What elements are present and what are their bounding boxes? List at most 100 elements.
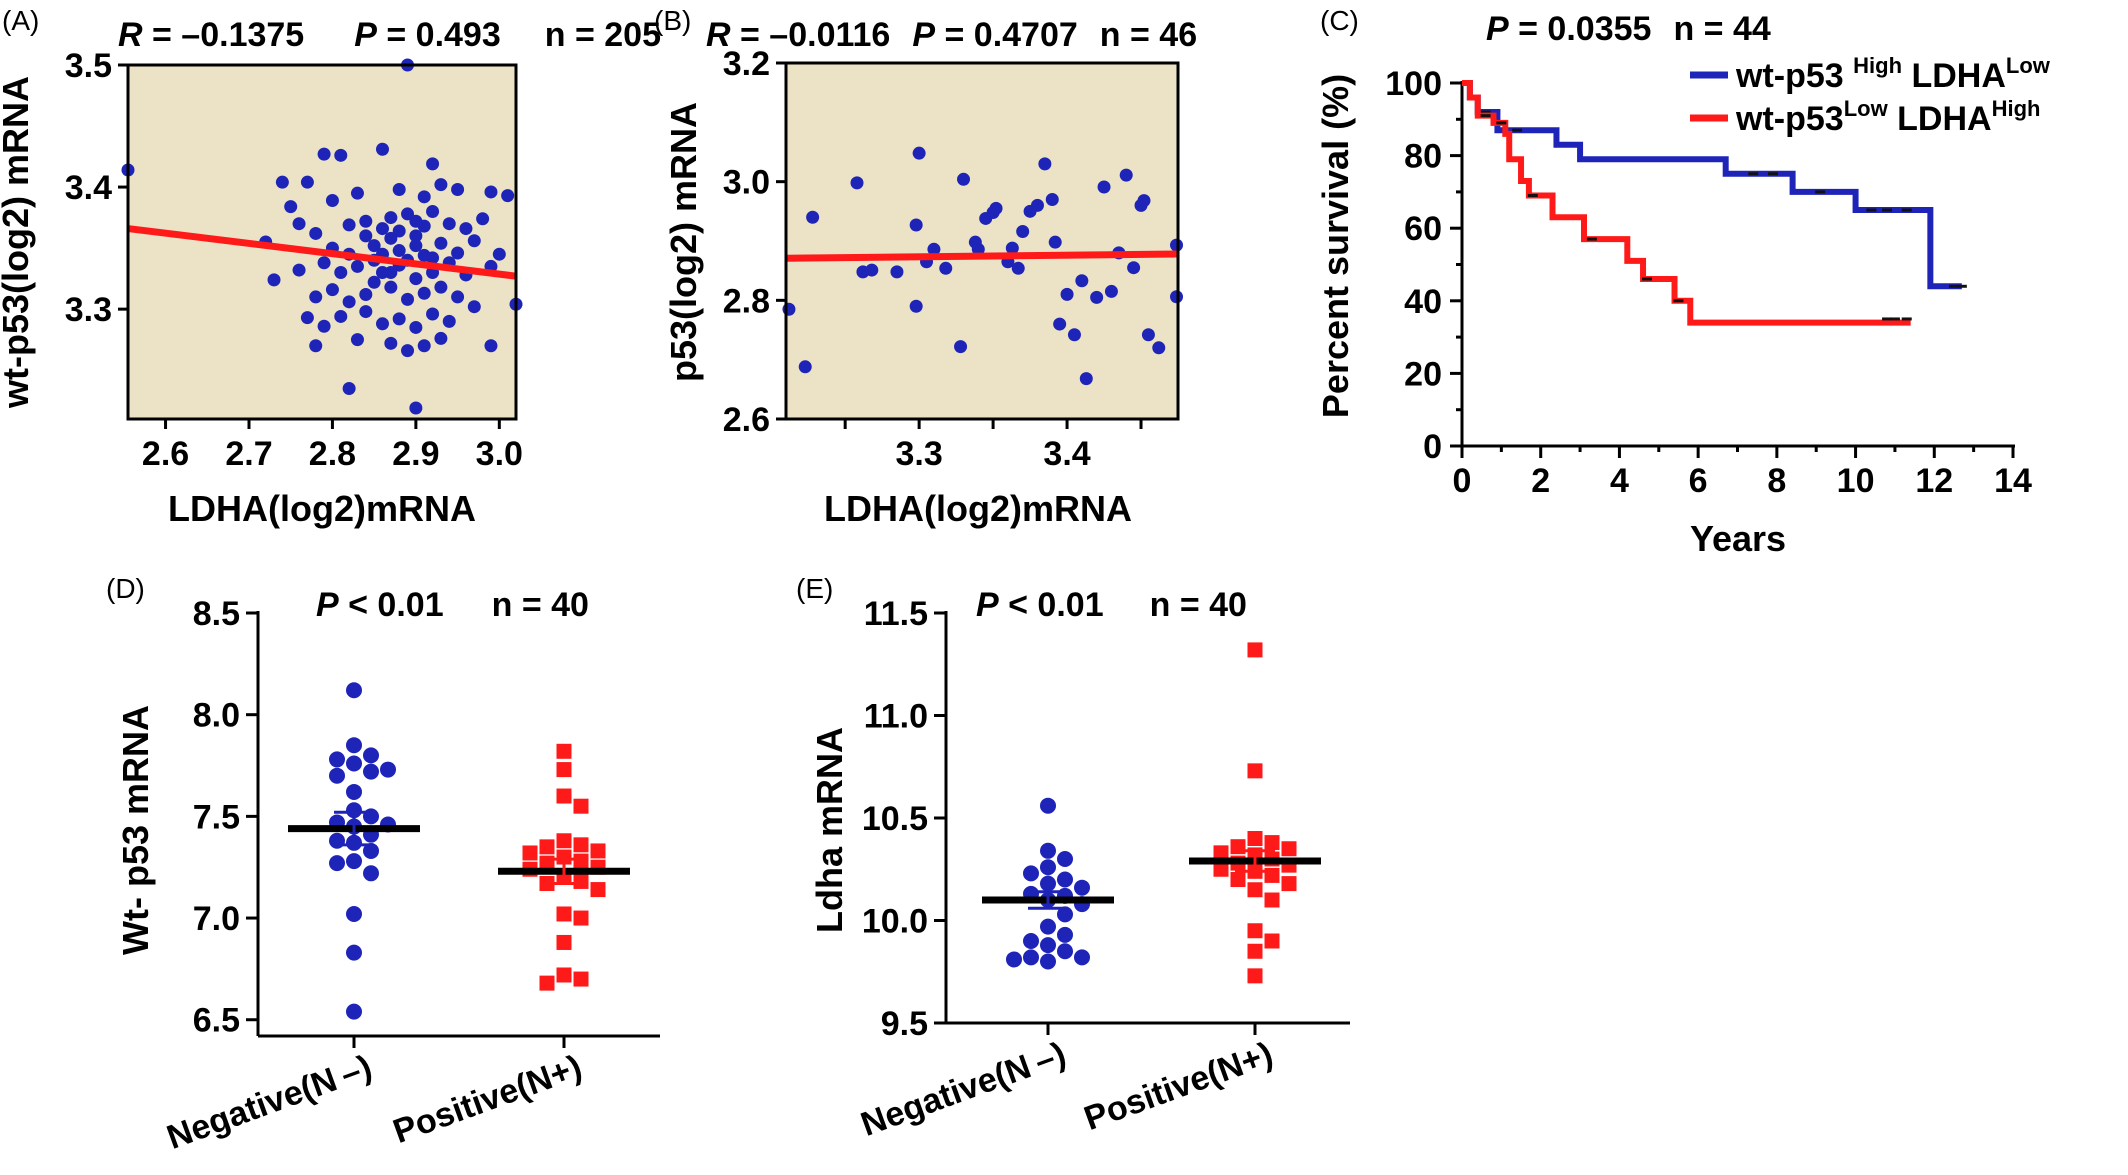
panel-d-positive-point [590,882,606,898]
panel-d-stats: P < 0.01 n = 40 [316,586,589,624]
y-tick-label: 9.5 [881,1005,928,1043]
panel-d-positive-point [556,743,572,759]
panel-d-positive-point [590,843,606,859]
panel-a-point [375,317,389,331]
panel-a-point [401,207,415,221]
panel-a-point [426,251,440,265]
panel-e-positive-point [1247,923,1263,939]
panel-b-point [939,261,953,275]
panel-a-point [426,204,440,218]
panel-a-point [350,333,364,347]
panel-e-negative-point [1057,926,1073,943]
panel-a-point [409,320,423,334]
panel-d-positive-point [556,967,572,983]
panel-e-negative-point [1057,871,1073,888]
category-label: Positive(N+) [388,1048,587,1151]
panel-e-negative-point [1074,879,1090,896]
y-tick-label: 3.0 [723,164,770,202]
panel-e-positive-point [1247,968,1263,984]
panel-b-point [1060,287,1074,301]
category-label: Positive(N+) [1079,1035,1278,1138]
panel-b-frame [784,61,1180,421]
panel-a-point [409,239,423,253]
panel-e-negative-point [1023,949,1039,966]
legend-label-low-high: wt-p53Low LDHAHigh [1735,96,2040,138]
panel-e-points [982,642,1321,984]
panel-a-point [334,266,348,280]
panel-b-point [890,265,904,279]
y-tick-label: 60 [1404,210,1442,248]
legend-label-high-low: wt-p53 High LDHALow [1735,53,2051,95]
panel-a-point [384,266,398,280]
y-tick-label: 7.5 [193,798,240,836]
panel-d-positive-point [539,975,555,991]
panel-e-negative-point [1023,933,1039,949]
panel-b-point [912,146,926,160]
panel-a-point [434,178,448,192]
panel-a-point [417,219,431,233]
panel-b-point [1119,168,1133,182]
panel-b-point [1016,225,1030,239]
panel-d-negative-point [346,853,362,870]
panel-a-point [401,292,415,306]
panel-a-point [334,148,348,162]
panel-a-point [467,234,481,248]
panel-e-positive-point [1247,642,1263,658]
panel-a-point [434,236,448,250]
x-tick-label: 14 [1994,462,2032,500]
panel-c-legend: wt-p53 High LDHALow wt-p53Low LDHAHigh [1690,53,2051,138]
panel-b-axes: 3.3 3.4 2.6 2.8 3.0 3.2 [723,45,1143,473]
panel-d-negative-point [363,808,379,825]
panel-b-point [850,176,864,190]
panel-d-positive-point [556,934,572,950]
panel-a-stats: R = –0.1375 P = 0.493 n = 205 [118,16,661,54]
y-tick-label: 11.5 [864,595,928,633]
y-tick-label: 2.6 [723,401,770,439]
panel-a-point [359,214,373,228]
panel-a-point [300,175,314,189]
panel-e-negative-point [1040,937,1056,954]
y-tick-label: 40 [1404,283,1442,321]
x-tick-label: 2.9 [392,435,439,473]
panel-e-negative-point [1057,906,1073,923]
panel-d-negative-point [380,761,396,778]
panel-a-point [384,211,398,225]
category-label: Negative(N –) [856,1035,1071,1144]
y-tick-label: 6.5 [193,1002,240,1040]
panel-a-point [442,314,456,328]
panel-e-negative-point [1057,851,1073,867]
panel-b-point [954,340,968,354]
panel-b-point [1053,317,1067,331]
x-tick-label: 3.4 [1043,435,1090,473]
panel-a-point [292,263,306,277]
panel-d-points [288,682,630,1020]
panel-a-frame [126,63,518,421]
panel-d-negative-point [329,767,345,784]
panel-a-point [367,275,381,289]
panel-a-point [442,217,456,231]
panel-a-point [342,295,356,309]
panel-d-negative-point [346,944,362,961]
panel-a-point [375,222,389,236]
x-tick-label: 0 [1453,462,1472,500]
panel-b-point [1045,192,1059,206]
x-tick-label: 6 [1689,462,1708,500]
panel-a-point [484,185,498,199]
panel-d-positive-point [556,788,572,804]
x-tick-label: 8 [1767,462,1786,500]
panel-b-point [989,201,1003,215]
panel-b-point [1097,180,1111,194]
panel-a-point [426,157,440,171]
panel-a-point [325,283,339,297]
panel-b-point [1152,341,1166,355]
panel-a-point [409,229,423,243]
panel-a-point [342,218,356,232]
panel-d-negative-point [346,737,362,754]
panel-b-point [909,218,923,232]
panel-a: (A) R = –0.1375 P = 0.493 n = 205 2.6 2.7 2.… [0,5,661,529]
panel-d-label: (D) [106,573,145,604]
panel-a-point [359,229,373,243]
panel-e-positive-point [1230,872,1246,887]
panel-b-point [1067,328,1081,342]
